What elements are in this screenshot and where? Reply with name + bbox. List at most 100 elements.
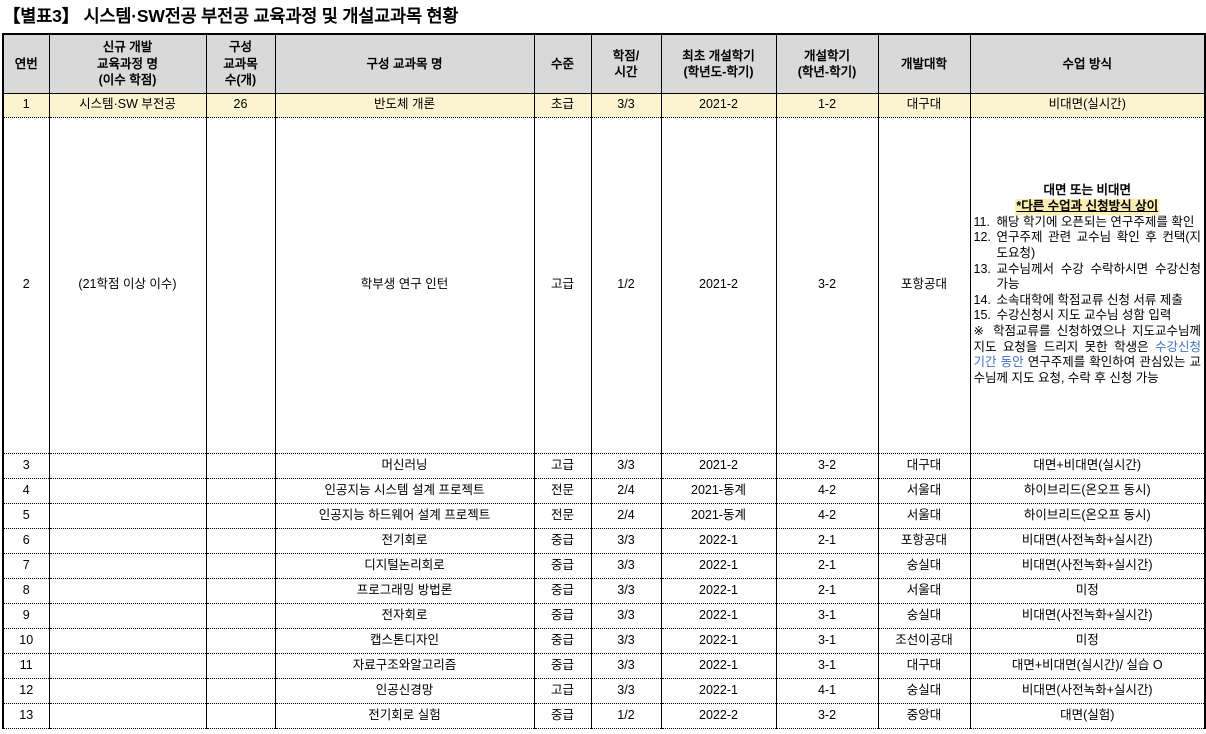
cell-semester: 2-1: [775, 577, 879, 604]
cell-credit: 3/3: [590, 452, 662, 479]
column-header-semester: 개설학기 (학년-학기): [775, 33, 879, 94]
cell-curriculum: [48, 477, 207, 504]
cell-first: 2022-1: [660, 677, 777, 704]
method-step-number: 13.: [973, 261, 991, 276]
table-row-9: 9 전자회로 중급 3/3 2022-1 3-1 숭실대 비대면(사전녹화+실시간): [2, 602, 1206, 629]
cell-level: 중급: [533, 702, 592, 729]
cell-semester: 4-2: [775, 477, 879, 504]
cell-method: 하이브리드(온오프 동시): [969, 477, 1206, 504]
cell-count: [205, 452, 276, 479]
cell-count: [205, 652, 276, 679]
cell-count: [205, 552, 276, 579]
cell-credit: 3/3: [590, 577, 662, 604]
cell-method: 대면+비대면(실시간): [969, 452, 1206, 479]
table-row-7: 7 디지털논리회로 중급 3/3 2022-1 2-1 숭실대 비대면(사전녹화+실시간): [2, 552, 1206, 579]
cell-method: 비대면(사전녹화+실시간): [969, 552, 1206, 579]
cell-univ: 대구대: [877, 92, 971, 118]
cell-semester: 3-1: [775, 652, 879, 679]
cell-credit: 3/3: [590, 92, 662, 118]
method-mode-text: 대면 또는 비대면: [1043, 183, 1131, 198]
method-note-highlight: *다른 수업과 신청방식 상이: [1015, 199, 1160, 215]
enrollment-period-emphasis: 수강신청 기간 동안: [973, 339, 1202, 370]
table-row-2: 2 (21학점 이상 이수) 학부생 연구 인턴 고급 1/2 2021-2 3-2 포항공대…: [2, 116, 1206, 454]
cell-univ: 대구대: [877, 652, 971, 679]
cell-level: 중급: [533, 552, 592, 579]
method-step-text: 해당 학기에 오픈되는 연구주제를 확인: [996, 214, 1195, 229]
table-row-3: 3 머신러닝 고급 3/3 2021-2 3-2 대구대 대면+비대면(실시간): [2, 452, 1206, 479]
cell-course: 전기회로 실험: [274, 702, 535, 729]
cell-curriculum: [48, 602, 207, 629]
cell-level: 중급: [533, 577, 592, 604]
method-step: 14. 소속대학에 학점교류 신청 서류 제출: [974, 293, 1202, 309]
method-footnote-prefix: ※ 학점교류를 신청하였으나 지도교수님께 지도 요청을 드리지 못한 학생은: [973, 324, 1202, 354]
cell-first: 2021-2: [660, 116, 777, 454]
cell-method: 비대면(실시간): [969, 92, 1206, 118]
table-row-11: 11 자료구조와알고리즘 중급 3/3 2022-1 3-1 대구대 대면+비대면(실시간)/…: [2, 652, 1206, 679]
cell-method: 비대면(사전녹화+실시간): [969, 527, 1206, 554]
cell-credit: 3/3: [590, 627, 662, 654]
cell-first: 2022-1: [660, 602, 777, 629]
cell-count: [205, 677, 276, 704]
cell-course: 자료구조와알고리즘: [274, 652, 535, 679]
cell-credit: 3/3: [590, 552, 662, 579]
method-step: 11. 해당 학기에 오픈되는 연구주제를 확인: [974, 215, 1202, 231]
method-step-number: 15.: [973, 308, 991, 323]
cell-no: 3: [2, 452, 50, 479]
cell-univ: 포항공대: [877, 527, 971, 554]
cell-first: 2021-동계: [660, 502, 777, 529]
cell-credit: 3/3: [590, 602, 662, 629]
cell-univ: 포항공대: [877, 116, 971, 454]
table-row-4: 4 인공지능 시스템 설계 프로젝트 전문 2/4 2021-동계 4-2 서울대 하이브리드…: [2, 477, 1206, 504]
header-row: 연번 신규 개발 교육과정 명 (이수 학점) 구성 교과목 수(개) 구성 교과목 …: [2, 33, 1206, 94]
cell-curriculum: [48, 627, 207, 654]
cell-credit: 2/4: [590, 477, 662, 504]
cell-univ: 서울대: [877, 577, 971, 604]
cell-semester: 2-1: [775, 552, 879, 579]
cell-course: 전기회로: [274, 527, 535, 554]
cell-univ: 숭실대: [877, 552, 971, 579]
cell-curriculum: [48, 552, 207, 579]
method-step: 12. 연구주제 관련 교수님 확인 후 컨택(지도요청): [974, 230, 1202, 261]
cell-curriculum: [48, 677, 207, 704]
cell-univ: 대구대: [877, 452, 971, 479]
cell-method: 비대면(사전녹화+실시간): [969, 602, 1206, 629]
cell-curriculum: [48, 577, 207, 604]
cell-no: 11: [2, 652, 50, 679]
cell-no: 6: [2, 527, 50, 554]
cell-level: 중급: [533, 527, 592, 554]
cell-first: 2022-1: [660, 577, 777, 604]
cell-course: 프로그래밍 방법론: [274, 577, 535, 604]
table-row-13: 13 전기회로 실험 중급 1/2 2022-2 3-2 중앙대 대면(실험): [2, 702, 1206, 729]
curriculum-table: 연번 신규 개발 교육과정 명 (이수 학점) 구성 교과목 수(개) 구성 교과목 …: [2, 33, 1206, 729]
cell-curriculum: [48, 502, 207, 529]
cell-univ: 조선이공대: [877, 627, 971, 654]
cell-semester: 3-2: [775, 452, 879, 479]
table-row-1: 1 시스템·SW 부전공 26 반도체 개론 초급 3/3 2021-2 1-2 대구대 비대면(…: [2, 92, 1206, 118]
cell-credit: 1/2: [590, 116, 662, 454]
cell-course: 인공지능 하드웨어 설계 프로젝트: [274, 502, 535, 529]
cell-count: [205, 527, 276, 554]
method-note-line: *다른 수업과 신청방식 상이: [974, 199, 1202, 215]
column-header-curriculum: 신규 개발 교육과정 명 (이수 학점): [48, 33, 207, 94]
cell-credit: 3/3: [590, 527, 662, 554]
cell-curriculum: (21학점 이상 이수): [48, 116, 207, 454]
cell-semester: 2-1: [775, 527, 879, 554]
cell-first: 2022-1: [660, 527, 777, 554]
cell-level: 중급: [533, 602, 592, 629]
cell-credit: 2/4: [590, 502, 662, 529]
column-header-first: 최초 개설학기 (학년도-학기): [660, 33, 777, 94]
cell-semester: 1-2: [775, 92, 879, 118]
method-step-number: 14.: [973, 292, 991, 307]
cell-univ: 숭실대: [877, 602, 971, 629]
cell-no: 7: [2, 552, 50, 579]
cell-count: [205, 702, 276, 729]
cell-semester: 3-2: [775, 702, 879, 729]
cell-level: 전문: [533, 477, 592, 504]
method-step-text: 소속대학에 학점교류 신청 서류 제출: [996, 292, 1183, 307]
cell-no: 8: [2, 577, 50, 604]
cell-semester: 4-1: [775, 677, 879, 704]
cell-first: 2021-동계: [660, 477, 777, 504]
cell-count: 26: [205, 92, 276, 118]
cell-method: 미정: [969, 577, 1206, 604]
